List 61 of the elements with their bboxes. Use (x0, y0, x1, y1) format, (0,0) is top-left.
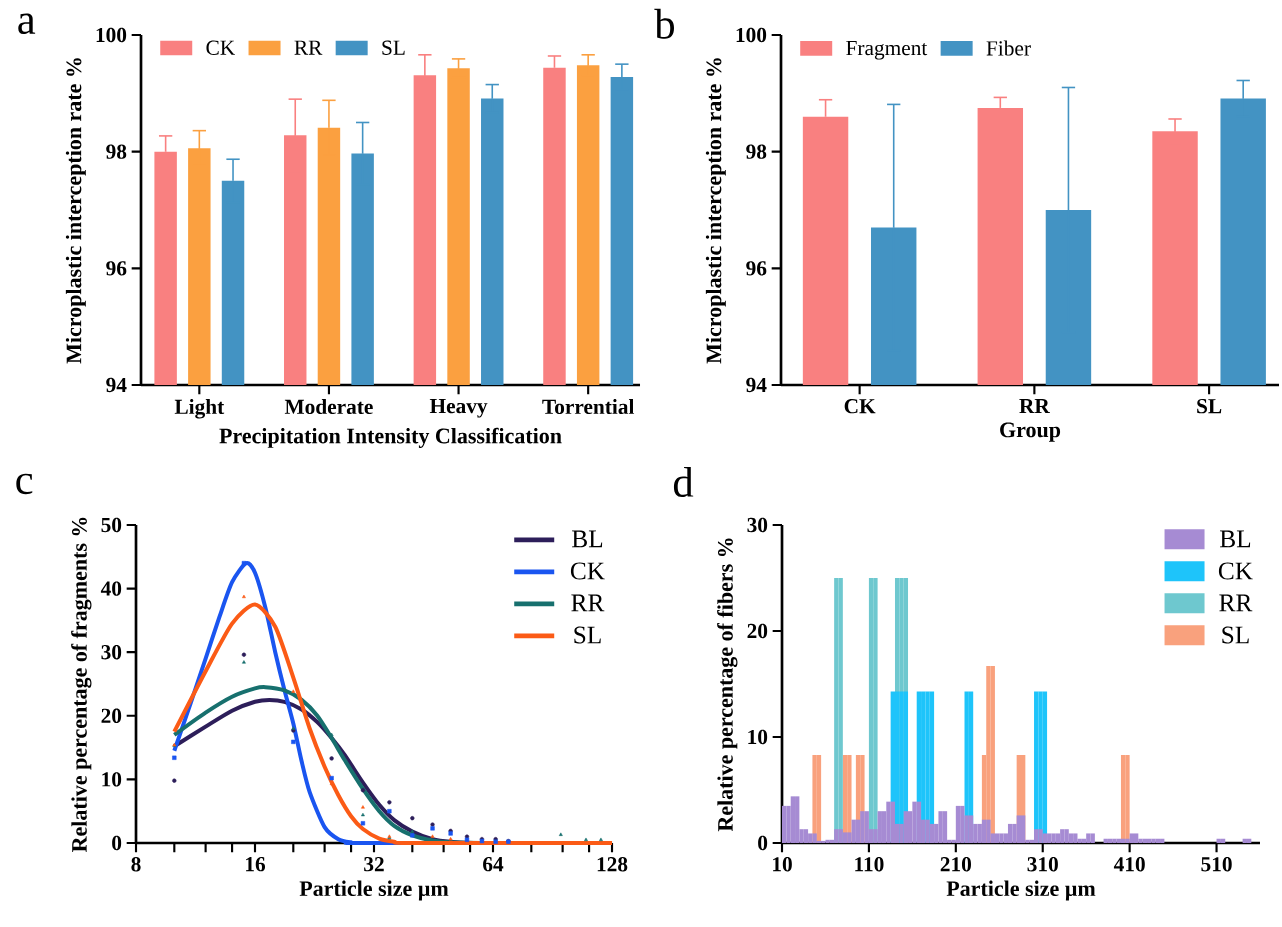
legend-label: RR (294, 40, 323, 55)
legend-label: BL (572, 530, 603, 548)
y-tick-label: 40 (100, 581, 122, 596)
legend-label: Fragment (846, 41, 928, 60)
legend-label: CK (1218, 562, 1253, 580)
legend-label: SL (1222, 626, 1249, 644)
x-tick-label: 128 (597, 857, 628, 872)
x-tick-label: Light (174, 399, 225, 419)
x-tick-label: 32 (364, 857, 384, 872)
legend-label: SL (382, 40, 405, 55)
x-tick-label: 210 (940, 857, 971, 872)
legend-label: SL (574, 626, 601, 644)
y-axis-title: Relative percentage of fibers % (717, 538, 738, 832)
y-tick-label: 20 (101, 708, 122, 723)
y-tick-label: 0 (758, 835, 768, 851)
chart-title: d (673, 467, 694, 498)
y-tick-label: 0 (112, 835, 122, 851)
y-tick-label: 20 (747, 623, 768, 639)
y-tick-label: 10 (748, 729, 768, 745)
x-tick-label: 10 (773, 857, 792, 872)
legend-label: Fiber (986, 40, 1031, 56)
y-tick-label: 94 (746, 377, 767, 393)
x-tick-label: Moderate (284, 399, 373, 415)
x-tick-label: CK (844, 399, 876, 414)
y-tick-label: 96 (106, 261, 127, 276)
x-tick-label: 310 (1027, 857, 1058, 872)
x-tick-label: 16 (246, 857, 266, 872)
y-tick-label: 30 (101, 645, 122, 660)
x-tick-label: SL (1197, 399, 1222, 414)
chart-title: c (16, 473, 33, 495)
x-tick-label: 8 (131, 857, 141, 872)
x-tick-label: Heavy (429, 399, 488, 418)
legend-label: CK (570, 562, 605, 580)
chart-title: b (654, 8, 674, 39)
x-axis-title: Particle size µm (299, 880, 449, 901)
legend-label: BL (1220, 530, 1251, 548)
y-tick-label: 30 (747, 517, 768, 533)
x-axis-title: Precipitation Intensity Classification (219, 427, 562, 448)
x-tick-label: 510 (1201, 857, 1232, 872)
y-tick-label: 50 (101, 517, 122, 533)
x-tick-label: 64 (483, 857, 504, 872)
legend-label: RR (1219, 594, 1253, 612)
y-axis-title: Microplastic interception rate % (705, 58, 726, 364)
chart-title: a (18, 13, 36, 35)
y-tick-label: 100 (736, 27, 767, 43)
x-axis-title: Particle size µm (946, 880, 1096, 901)
x-tick-label: 410 (1113, 857, 1145, 872)
y-tick-label: 96 (746, 261, 767, 276)
x-tick-label: 110 (855, 857, 884, 872)
y-tick-label: 98 (746, 144, 767, 159)
x-tick-label: RR (1019, 399, 1050, 413)
legend-label: RR (571, 594, 605, 612)
x-axis-title: Group (1000, 422, 1061, 442)
x-tick-label: Torrential (542, 399, 635, 415)
y-tick-label: 10 (102, 772, 122, 787)
y-axis-title: Microplastic interception rate % (65, 58, 86, 364)
y-axis-title: Relative percentage of fragments % (71, 517, 92, 853)
y-tick-label: 94 (106, 377, 127, 393)
y-tick-label: 100 (96, 27, 127, 43)
y-tick-label: 98 (106, 144, 127, 159)
legend-label: CK (206, 40, 235, 55)
